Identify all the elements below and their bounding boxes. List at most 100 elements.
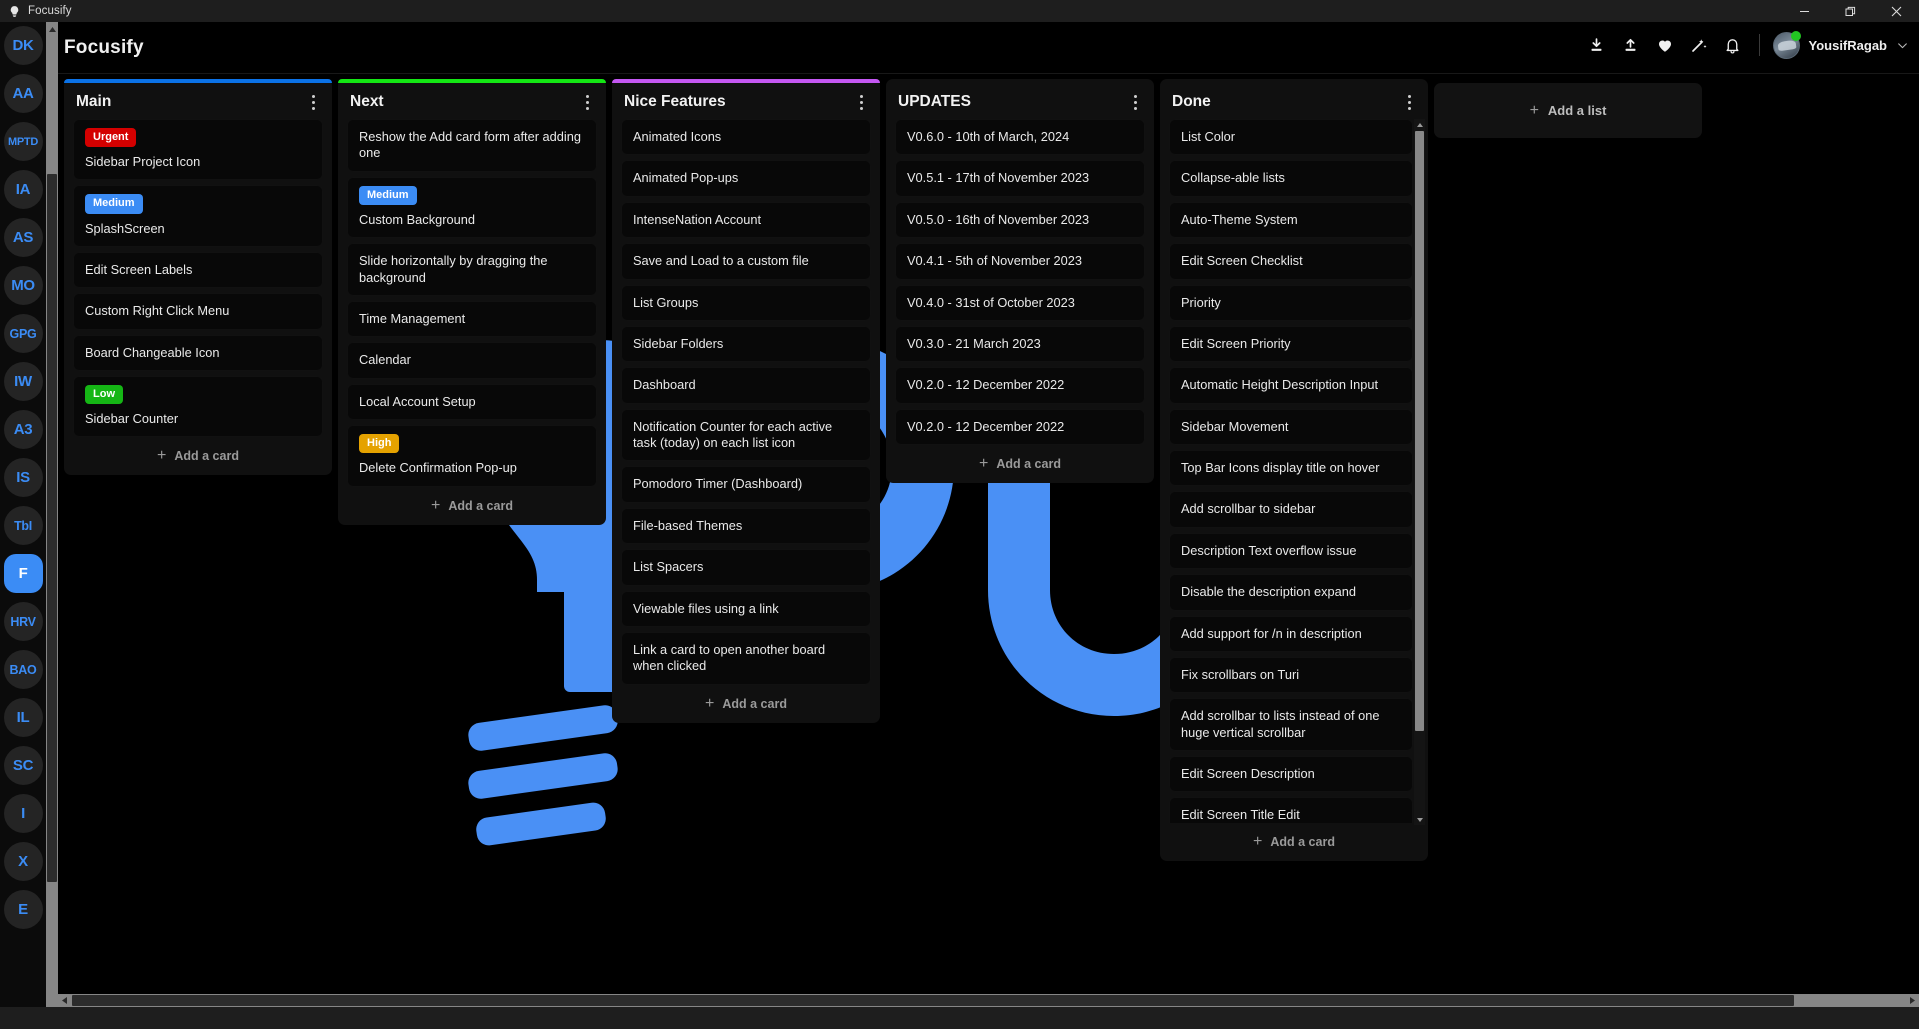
card[interactable]: Notification Counter for each active tas…	[621, 408, 871, 462]
sidebar-item-a3[interactable]: A3	[3, 410, 43, 449]
scroll-right-icon[interactable]	[1906, 994, 1919, 1007]
sidebar-item-as[interactable]: AS	[3, 218, 43, 257]
card[interactable]: Link a card to open another board when c…	[621, 631, 871, 685]
sidebar-item-aa[interactable]: AA	[3, 74, 43, 113]
card[interactable]: Medium SplashScreen	[73, 185, 323, 247]
chevron-down-icon[interactable]	[1896, 39, 1909, 52]
card[interactable]: Collapse-able lists	[1169, 160, 1413, 197]
card[interactable]: Low Sidebar Counter	[73, 376, 323, 438]
card[interactable]: Edit Screen Title Edit	[1169, 797, 1413, 823]
card[interactable]: IntenseNation Account	[621, 201, 871, 239]
card[interactable]: Pomodoro Timer (Dashboard)	[621, 466, 871, 503]
sidebar-item-ia[interactable]: IA	[3, 170, 43, 209]
card[interactable]: List Groups	[621, 284, 871, 321]
sidebar-scrollbar[interactable]	[46, 22, 58, 1029]
sidebar-item-x[interactable]: X	[3, 842, 43, 881]
card[interactable]: High Delete Confirmation Pop-up	[347, 425, 597, 487]
horizontal-scroll-thumb[interactable]	[72, 995, 1794, 1006]
list-scroll-up-icon[interactable]	[1414, 119, 1425, 130]
card[interactable]: Add scrollbar to sidebar	[1169, 491, 1413, 528]
card[interactable]: Top Bar Icons display title on hover	[1169, 450, 1413, 487]
user-menu[interactable]: YousifRagab	[1772, 30, 1914, 59]
card[interactable]: Animated Pop-ups	[621, 160, 871, 197]
card[interactable]: Fix scrollbars on Turi	[1169, 656, 1413, 694]
list-menu-icon[interactable]	[579, 92, 595, 112]
add-card-button[interactable]: + Add a card	[886, 445, 1154, 476]
sidebar-item-il[interactable]: IL	[3, 698, 43, 737]
restore-icon[interactable]	[1827, 0, 1873, 22]
list-menu-icon[interactable]	[1127, 92, 1143, 112]
card[interactable]: List Spacers	[621, 549, 871, 586]
card[interactable]: Medium Custom Background	[347, 176, 597, 239]
card[interactable]: V0.2.0 - 12 December 2022	[895, 367, 1145, 404]
add-card-button[interactable]: + Add a card	[338, 487, 606, 518]
card[interactable]: Add scrollbar to lists instead of one hu…	[1169, 698, 1413, 751]
card[interactable]: Edit Screen Priority	[1169, 325, 1413, 363]
sidebar-item-is[interactable]: IS	[3, 458, 43, 497]
scroll-left-icon[interactable]	[58, 994, 71, 1007]
card[interactable]: Save and Load to a custom file	[621, 243, 871, 280]
sidebar-item-gpg[interactable]: GPG	[3, 314, 43, 353]
card[interactable]: Edit Screen Checklist	[1169, 243, 1413, 280]
sidebar-item-mptd[interactable]: MPTD	[3, 122, 43, 161]
add-card-button[interactable]: + Add a card	[1160, 823, 1428, 854]
sidebar-scroll-thumb[interactable]	[47, 174, 57, 882]
avatar[interactable]	[1772, 30, 1801, 59]
bell-icon[interactable]	[1718, 30, 1748, 60]
sidebar-item-bao[interactable]: BAO	[3, 650, 43, 689]
sidebar-item-tbi[interactable]: TbI	[3, 506, 43, 545]
sidebar-item-sc[interactable]: SC	[3, 746, 43, 785]
upload-icon[interactable]	[1616, 30, 1646, 60]
card[interactable]: Calendar	[347, 342, 597, 379]
card[interactable]: Priority	[1169, 284, 1413, 321]
card[interactable]: Local Account Setup	[347, 383, 597, 421]
list-menu-icon[interactable]	[853, 92, 869, 112]
card[interactable]: V0.5.0 - 16th of November 2023	[895, 201, 1145, 239]
magic-wand-icon[interactable]	[1684, 30, 1714, 60]
card[interactable]: V0.4.0 - 31st of October 2023	[895, 284, 1145, 321]
sidebar-item-f[interactable]: F	[3, 554, 43, 593]
card[interactable]: Edit Screen Description	[1169, 756, 1413, 793]
card[interactable]: V0.2.0 - 12 December 2022	[895, 408, 1145, 445]
card[interactable]: Sidebar Folders	[621, 325, 871, 363]
card[interactable]: V0.5.1 - 17th of November 2023	[895, 160, 1145, 197]
sidebar-item-i[interactable]: I	[3, 794, 43, 833]
card[interactable]: Description Text overflow issue	[1169, 532, 1413, 570]
card[interactable]: V0.4.1 - 5th of November 2023	[895, 243, 1145, 280]
sidebar-scroll-up-icon[interactable]	[46, 22, 58, 36]
card[interactable]: Custom Right Click Menu	[73, 293, 323, 330]
card[interactable]: Automatic Height Description Input	[1169, 367, 1413, 404]
sidebar-item-mo[interactable]: MO	[3, 266, 43, 305]
download-icon[interactable]	[1582, 30, 1612, 60]
card[interactable]: Auto-Theme System	[1169, 201, 1413, 239]
sidebar-item-e[interactable]: E	[3, 890, 43, 929]
card[interactable]: Urgent Sidebar Project Icon	[73, 119, 323, 181]
add-card-button[interactable]: + Add a card	[612, 685, 880, 716]
card[interactable]: Dashboard	[621, 367, 871, 404]
list-menu-icon[interactable]	[1401, 92, 1417, 112]
close-icon[interactable]	[1873, 0, 1919, 22]
list-vertical-scrollbar[interactable]	[1414, 119, 1425, 825]
card[interactable]: Reshow the Add card form after adding on…	[347, 119, 597, 172]
list-scroll-down-icon[interactable]	[1414, 814, 1425, 825]
card[interactable]: Disable the description expand	[1169, 574, 1413, 611]
card[interactable]: Board Changeable Icon	[73, 334, 323, 372]
sidebar-item-dk[interactable]: DK	[3, 26, 43, 65]
card[interactable]: V0.3.0 - 21 March 2023	[895, 325, 1145, 363]
card[interactable]: Animated Icons	[621, 119, 871, 156]
card[interactable]: Slide horizontally by dragging the backg…	[347, 243, 597, 296]
card[interactable]: Sidebar Movement	[1169, 408, 1413, 445]
sidebar-item-iw[interactable]: IW	[3, 362, 43, 401]
heart-icon[interactable]	[1650, 30, 1680, 60]
add-list-button[interactable]: + Add a list	[1434, 83, 1702, 138]
board-horizontal-scrollbar[interactable]	[58, 994, 1919, 1007]
minimize-icon[interactable]	[1781, 0, 1827, 22]
sidebar-item-hrv[interactable]: HRV	[3, 602, 43, 641]
card[interactable]: Add support for /n in description	[1169, 615, 1413, 652]
card[interactable]: V0.6.0 - 10th of March, 2024	[895, 119, 1145, 156]
add-card-button[interactable]: + Add a card	[64, 437, 332, 468]
card[interactable]: Edit Screen Labels	[73, 251, 323, 289]
card[interactable]: Time Management	[347, 300, 597, 338]
list-menu-icon[interactable]	[305, 92, 321, 112]
card[interactable]: File-based Themes	[621, 507, 871, 545]
